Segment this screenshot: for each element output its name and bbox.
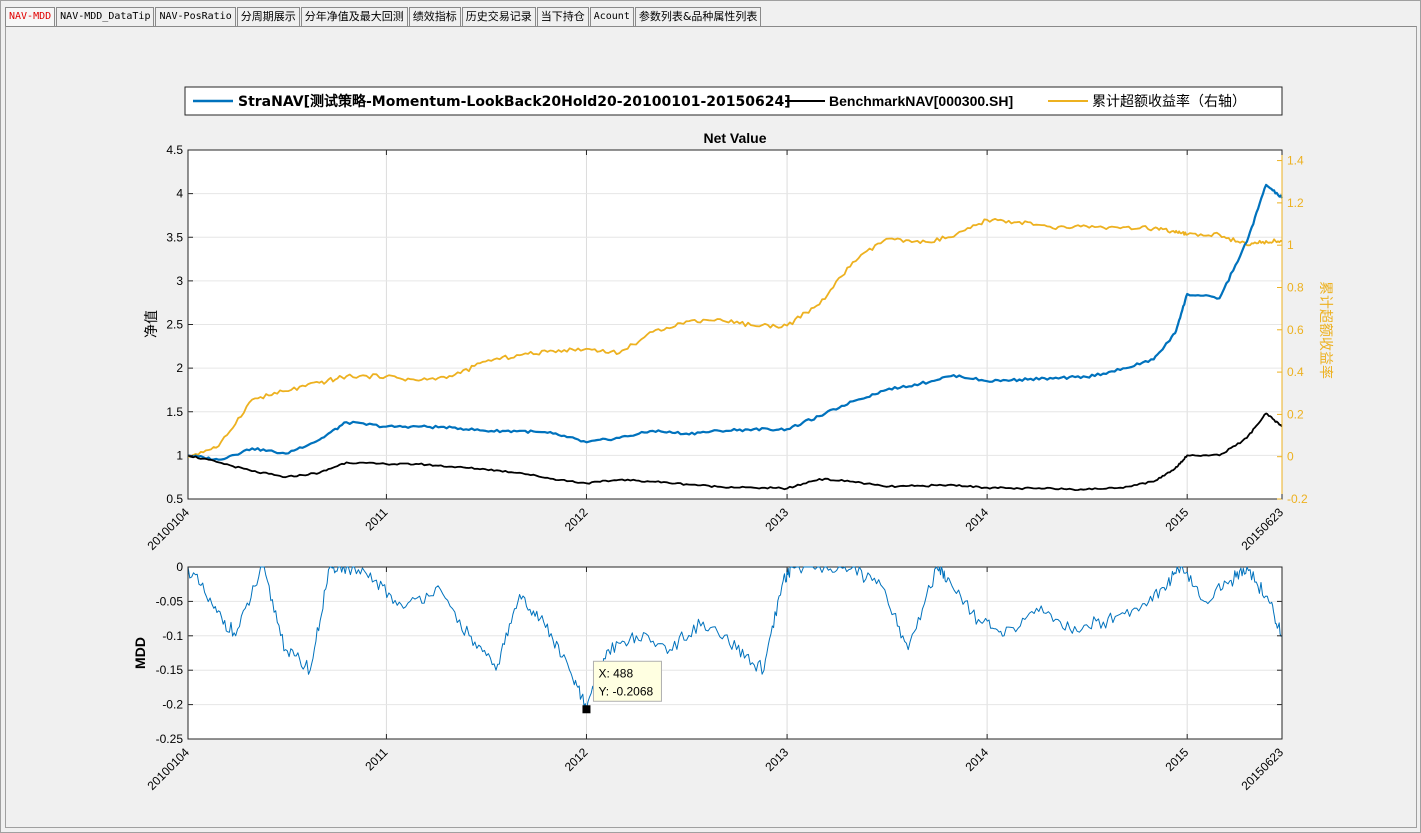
tab-params-and-attributes[interactable]: 参数列表&品种属性列表 (634, 7, 762, 26)
top-y-tick-label: 0.5 (166, 492, 183, 506)
bottom-x-tick-label: 20150623 (1238, 745, 1286, 793)
top-x-tick-label: 2014 (962, 505, 991, 534)
data-tip-x-label: X: 488 (598, 666, 633, 680)
top-x-tick-label: 2012 (562, 505, 591, 534)
bottom-series (187, 566, 1283, 710)
top-y2-tick-label: 1.4 (1287, 154, 1304, 168)
top-y-tick-label: 3 (176, 274, 183, 288)
bottom-y-axis-label: MDD (132, 637, 148, 669)
series-line-strategy (187, 183, 1283, 461)
top-y-ticks: 0.5 1 1.5 2 2.5 3 3.5 4 4.5 (166, 143, 193, 506)
bottom-x-tick-label: 2012 (562, 745, 591, 774)
data-tip-y-label: Y: -0.2068 (598, 684, 653, 698)
bottom-y-tick-label: -0.25 (156, 732, 184, 746)
top-x-tick-label: 20100104 (144, 505, 192, 553)
bottom-y-tick-label: -0.1 (162, 629, 183, 643)
legend-label-excess: 累计超额收益率（右轴） (1092, 93, 1246, 110)
top-y-tick-label: 4 (176, 187, 183, 201)
top-y2-tick-label: -0.2 (1287, 492, 1308, 506)
top-y-tick-label: 4.5 (166, 143, 183, 157)
top-grid (188, 150, 1282, 499)
top-y2-axis-label: 累计超额收益率 (1317, 281, 1334, 379)
bottom-y-tick-label: 0 (176, 560, 183, 574)
tab-bar: NAV-MDD NAV-MDD_DataTip NAV-PosRatio 分周期… (5, 6, 762, 26)
top-y-tick-label: 1 (176, 448, 183, 462)
tab-nav-mdd-datatip[interactable]: NAV-MDD_DataTip (56, 7, 155, 26)
tab-trade-history[interactable]: 历史交易记录 (461, 7, 536, 26)
top-y-tick-label: 1.5 (166, 405, 183, 419)
data-tip-box (592, 660, 662, 702)
top-x-tick-label: 2013 (762, 505, 791, 534)
top-x-tick-label: 20150623 (1238, 505, 1286, 553)
tab-nav-mdd[interactable]: NAV-MDD (5, 7, 56, 26)
legend: StraNAV[测试策略-Momentum-LookBack20Hold20-2… (184, 86, 1283, 116)
top-y2-tick-label: 0 (1287, 450, 1294, 464)
bottom-y-tick-label: -0.15 (156, 663, 184, 677)
top-y-tick-label: 3.5 (166, 230, 183, 244)
series-line-excess (187, 218, 1283, 458)
legend-label-strategy: StraNAV[测试策略-Momentum-LookBack20Hold20-2… (238, 93, 791, 110)
top-y-tick-label: 2 (176, 361, 183, 375)
tab-yearly-nav-drawdown[interactable]: 分年净值及最大回测 (300, 7, 408, 26)
bottom-plot-area (187, 566, 1283, 740)
top-y2-tick-label: 0.2 (1287, 407, 1304, 421)
tab-account[interactable]: Acount (589, 7, 634, 26)
bottom-y-tick-label: -0.05 (156, 594, 184, 608)
top-y2-tick-label: 1.2 (1287, 196, 1304, 210)
legend-label-benchmark: BenchmarkNAV[000300.SH] (829, 93, 1013, 109)
top-y2-tick-label: 0.6 (1287, 323, 1304, 337)
bottom-y-tick-label: -0.2 (162, 698, 183, 712)
tab-performance-metrics[interactable]: 绩效指标 (408, 7, 461, 26)
top-y-axis-label: 净值 (144, 310, 160, 338)
data-tip[interactable]: X: 488 Y: -0.2068 (582, 660, 662, 714)
chart-title: Net Value (703, 130, 766, 146)
top-y2-tick-label: 0.4 (1287, 365, 1304, 379)
tab-nav-posratio[interactable]: NAV-PosRatio (155, 7, 236, 26)
top-series (187, 183, 1283, 491)
tab-period-view[interactable]: 分周期展示 (236, 7, 300, 26)
bottom-x-tick-label: 20100104 (144, 745, 192, 793)
bottom-grid (188, 567, 1282, 739)
tab-current-positions[interactable]: 当下持仓 (536, 7, 589, 26)
top-y2-tick-label: 1 (1287, 238, 1294, 252)
top-x-tick-label: 2011 (362, 505, 390, 533)
bottom-x-tick-label: 2013 (762, 745, 791, 774)
bottom-y-ticks: -0.25 -0.2 -0.15 -0.1 -0.05 0 (156, 560, 1282, 746)
top-y2-ticks: -0.2 0 0.2 0.4 0.6 0.8 1 1.2 1.4 (1277, 150, 1308, 506)
data-tip-marker[interactable] (582, 705, 591, 714)
top-y-tick-label: 2.5 (166, 318, 183, 332)
bottom-x-tick-label: 2014 (962, 745, 991, 774)
series-line-mdd (187, 566, 1283, 710)
legend-box (184, 86, 1283, 116)
top-y2-tick-label: 0.8 (1287, 280, 1304, 294)
bottom-x-tick-label: 2015 (1163, 745, 1192, 774)
bottom-x-tick-label: 2011 (362, 745, 390, 773)
top-x-tick-label: 2015 (1163, 505, 1192, 534)
series-line-benchmark (187, 412, 1283, 491)
